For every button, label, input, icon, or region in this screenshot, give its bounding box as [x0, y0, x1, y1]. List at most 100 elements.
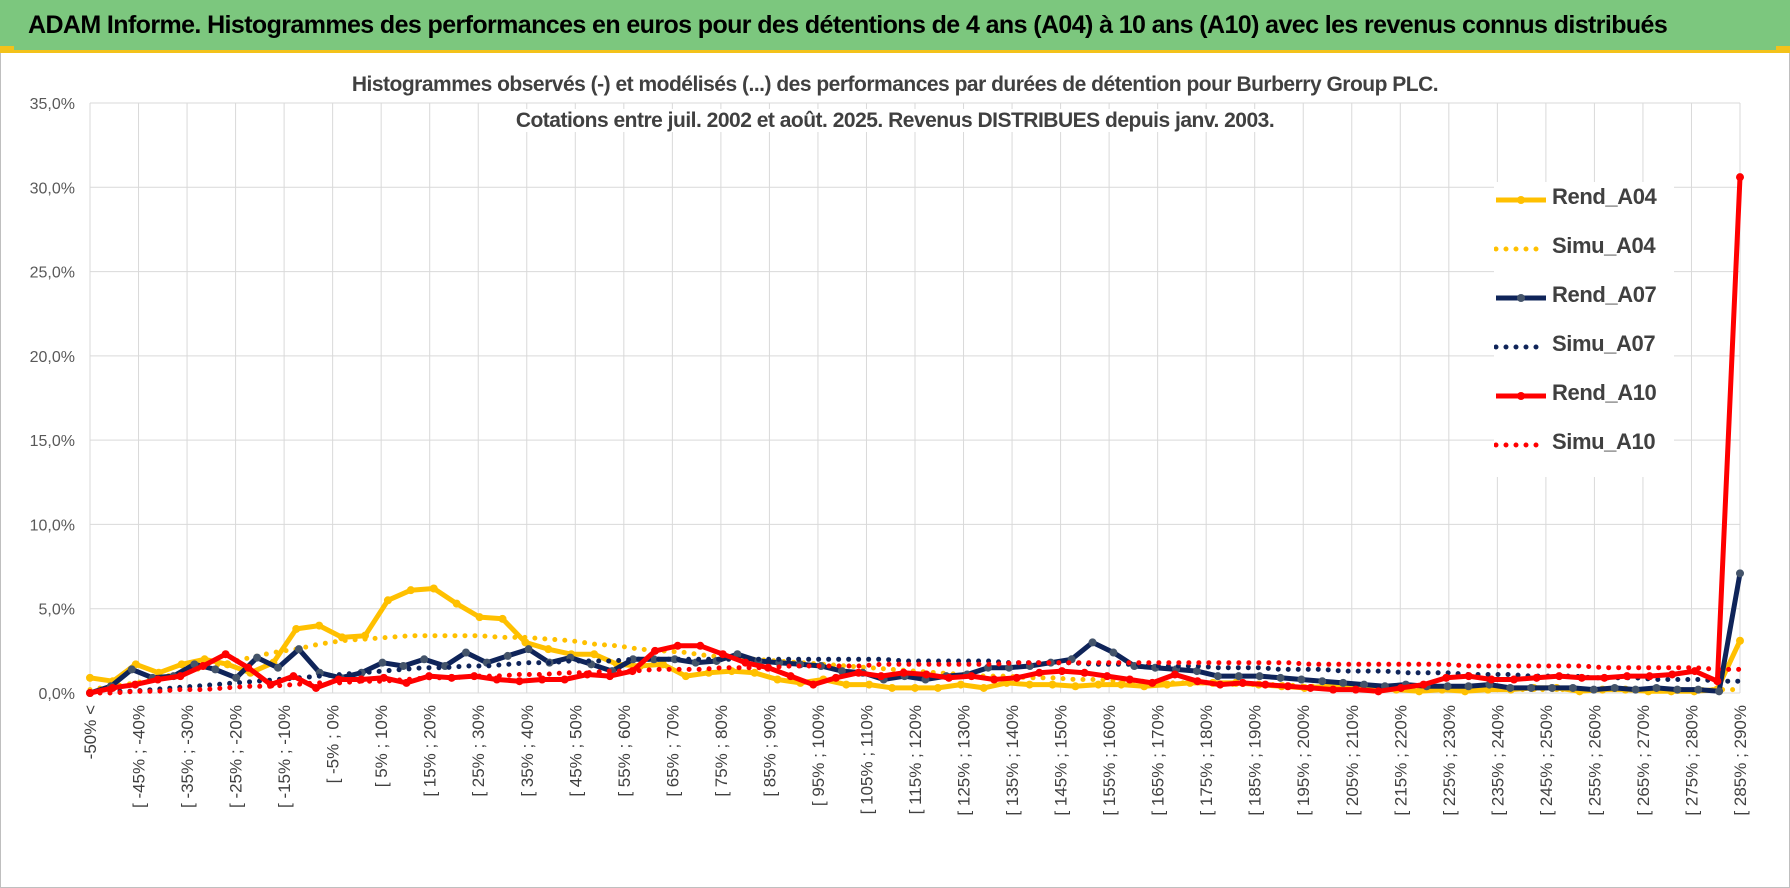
data-point-rend_a07	[1736, 569, 1744, 578]
data-point-rend_a10	[967, 672, 976, 681]
data-point-rend_a10	[1057, 667, 1066, 676]
x-tick-label: [ 55% ; 60%	[615, 705, 634, 797]
data-point-rend_a10	[1238, 678, 1247, 687]
x-tick-label: [ 195% ; 200%	[1294, 705, 1313, 816]
axis-layer: 0,0% 5,0% 10,0% 15,0% 20,0% 25,0% 30,0% 35,0% -5…	[30, 96, 1750, 816]
data-point-rend_a10	[470, 672, 479, 681]
data-point-rend_a07	[524, 645, 533, 654]
banner-accent-right	[1776, 46, 1790, 51]
data-point-rend_a10	[854, 668, 863, 677]
legend-swatch-rend-a07	[1496, 294, 1546, 302]
data-point-rend_a07	[1234, 672, 1243, 681]
data-point-rend_a10	[1170, 670, 1179, 679]
legend-item-rend-a04: Rend_A04	[1494, 182, 1674, 212]
x-tick-label: -50% <	[81, 705, 100, 759]
x-tick-label: [ 205% ; 210%	[1343, 705, 1362, 816]
banner-accent-left	[0, 46, 14, 51]
data-point-rend_a10	[1396, 683, 1405, 692]
data-point-rend_a07	[1360, 680, 1369, 689]
chart-legend: Rend_A04 Simu_A04 Rend_A07 Simu_A07 Rend…	[1494, 182, 1674, 477]
data-point-rend_a10	[1442, 673, 1451, 682]
y-tick-label: 15,0%	[30, 433, 75, 450]
data-point-rend_a04	[681, 672, 690, 681]
data-point-rend_a10	[673, 641, 682, 650]
legend-item-rend-a07: Rend_A07	[1494, 280, 1674, 310]
data-point-rend_a10	[1600, 673, 1609, 682]
x-tick-label: [ 255% ; 260%	[1585, 705, 1604, 816]
data-point-rend_a04	[429, 584, 438, 593]
legend-swatch-rend-a10	[1496, 392, 1546, 400]
data-point-rend_a07	[1297, 675, 1306, 684]
data-point-rend_a07	[1589, 685, 1598, 694]
data-point-rend_a10	[1261, 680, 1270, 689]
data-point-rend_a07	[232, 673, 241, 682]
data-point-rend_a10	[877, 672, 886, 681]
data-point-rend_a07	[1652, 683, 1661, 692]
x-tick-label: [ 45% ; 50%	[566, 705, 585, 797]
data-point-rend_a04	[292, 624, 301, 633]
data-point-rend_a04	[1736, 636, 1744, 645]
data-point-rend_a10	[1464, 672, 1473, 681]
data-point-rend_a07	[1339, 678, 1348, 687]
data-point-rend_a10	[1509, 675, 1518, 684]
data-point-rend_a07	[127, 665, 136, 674]
data-point-rend_a10	[944, 673, 953, 682]
data-point-rend_a04	[842, 680, 851, 689]
x-tick-label: [ 115% ; 120%	[906, 705, 925, 814]
x-tick-label: [ 65% ; 70%	[663, 705, 682, 797]
data-point-rend_a07	[1443, 682, 1452, 691]
data-point-rend_a04	[406, 586, 415, 595]
data-point-rend_a07	[1318, 677, 1327, 686]
legend-swatch-simu-a04	[1494, 246, 1548, 252]
y-tick-label: 35,0%	[30, 96, 75, 113]
banner-title: ADAM Informe. Histogrammes des performan…	[28, 10, 1668, 39]
grid-layer	[89, 102, 1741, 694]
x-tick-label: [ 235% ; 240%	[1488, 705, 1507, 816]
data-point-rend_a10	[312, 683, 321, 692]
y-tick-label: 0,0%	[39, 686, 75, 703]
data-point-rend_a10	[515, 677, 524, 686]
data-point-rend_a04	[933, 683, 942, 692]
data-point-rend_a10	[176, 672, 185, 681]
x-tick-label: [ 155% ; 160%	[1100, 705, 1119, 816]
legend-label-simu-a07: Simu_A07	[1552, 331, 1656, 356]
x-tick-label: [ 145% ; 150%	[1052, 705, 1071, 816]
data-point-rend_a10	[1283, 682, 1292, 691]
data-point-rend_a10	[1736, 173, 1744, 182]
data-point-rend_a10	[741, 658, 750, 667]
chart-title: Histogrammes observés (-) et modélisés (…	[280, 73, 1510, 97]
data-point-rend_a10	[153, 675, 162, 684]
data-point-rend_a10	[538, 675, 547, 684]
x-tick-label: [ 135% ; 140%	[1003, 705, 1022, 816]
y-tick-label: 10,0%	[30, 517, 75, 534]
data-point-rend_a10	[1193, 677, 1202, 686]
x-tick-label: [ 185% ; 190%	[1246, 705, 1265, 816]
legend-swatch-simu-a07	[1494, 344, 1548, 350]
data-point-rend_a07	[1255, 672, 1264, 681]
data-point-rend_a04	[956, 680, 965, 689]
data-point-rend_a04	[865, 680, 874, 689]
data-point-rend_a04	[200, 655, 209, 664]
legend-label-rend-a04: Rend_A04	[1552, 184, 1657, 209]
x-tick-label: [ 25% ; 30%	[469, 705, 488, 797]
data-point-rend_a04	[590, 650, 599, 659]
data-point-rend_a07	[1192, 667, 1201, 676]
data-point-rend_a07	[378, 658, 387, 667]
y-tick-label: 5,0%	[39, 602, 75, 619]
x-tick-label: [ 165% ; 170%	[1149, 705, 1168, 816]
data-point-rend_a04	[521, 638, 530, 647]
data-point-rend_a07	[461, 648, 470, 657]
data-point-rend_a07	[503, 651, 512, 660]
legend-swatch-rend-a04	[1496, 196, 1546, 204]
x-tick-label: [ 175% ; 180%	[1197, 705, 1216, 816]
data-point-rend_a10	[1577, 673, 1586, 682]
x-tick-label: [ -15% ; -10%	[275, 705, 294, 808]
data-point-rend_a10	[244, 663, 253, 672]
data-point-rend_a10	[831, 673, 840, 682]
x-tick-label: [ 5% ; 10%	[372, 705, 391, 787]
data-point-rend_a07	[1631, 685, 1640, 694]
data-point-rend_a10	[1216, 680, 1225, 689]
x-tick-label: [ 245% ; 250%	[1537, 705, 1556, 816]
